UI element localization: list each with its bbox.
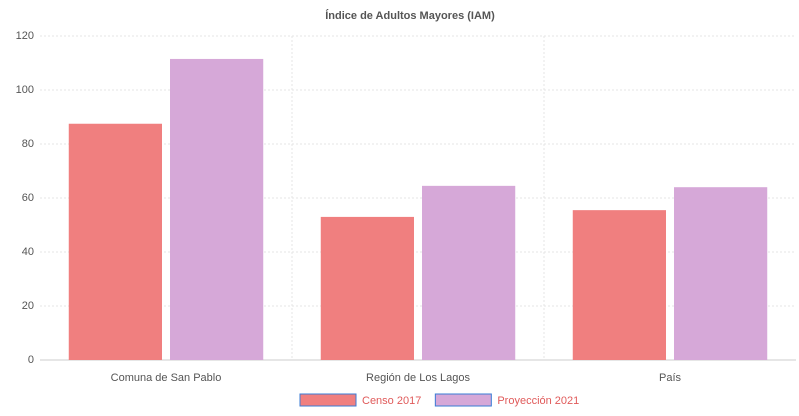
bar	[68, 123, 162, 360]
y-tick-label: 120	[16, 30, 34, 42]
bar	[572, 210, 666, 360]
y-tick-label: 100	[16, 84, 34, 96]
legend-swatch	[434, 393, 492, 407]
x-tick-label: Región de Los Lagos	[366, 372, 470, 384]
y-tick-label: 20	[22, 300, 34, 312]
legend-label: Censo 2017	[362, 395, 421, 407]
x-tick-label: Comuna de San Pablo	[111, 372, 222, 384]
y-tick-label: 0	[28, 354, 34, 366]
x-tick-label: País	[659, 372, 682, 384]
chart-title: Índice de Adultos Mayores (IAM)	[325, 9, 495, 22]
bar	[422, 185, 516, 360]
bar	[674, 187, 768, 360]
bar	[170, 58, 264, 360]
y-tick-label: 80	[22, 138, 34, 150]
bar	[320, 216, 414, 360]
y-tick-label: 40	[22, 246, 34, 258]
legend-swatch	[299, 393, 357, 407]
legend-label: Proyección 2021	[497, 395, 579, 407]
y-tick-label: 60	[22, 192, 34, 204]
